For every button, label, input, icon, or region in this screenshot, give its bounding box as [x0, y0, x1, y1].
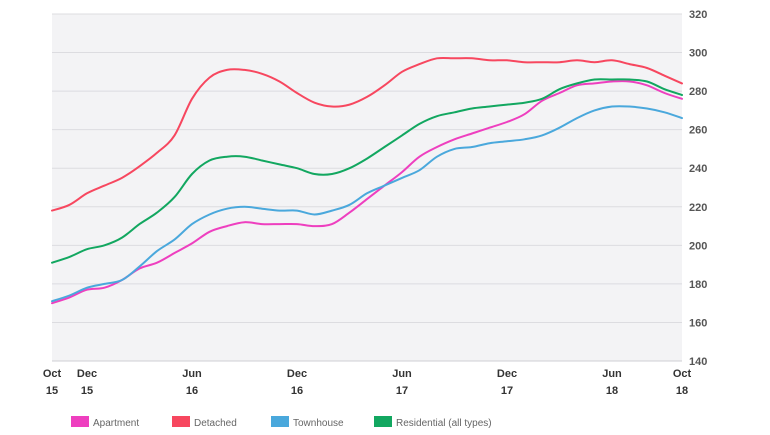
x-tick-label-year: 18 — [676, 385, 688, 397]
legend-label: Apartment — [93, 418, 139, 429]
x-tick-label-month: Oct — [43, 368, 62, 380]
legend-item-apartment[interactable]: Apartment — [71, 416, 139, 429]
legend-swatch — [71, 416, 89, 427]
legend-label: Residential (all types) — [396, 418, 492, 429]
x-tick-label-month: Jun — [182, 368, 202, 380]
series-line-apartment — [51, 80, 683, 305]
x-axis-ticks: Oct 15 Dec 15 Jun 16 Dec 16 Jun 17 Dec 17 Jun 18 Oct 18 — [43, 368, 692, 397]
x-tick-label-month: Dec — [287, 368, 307, 380]
legend-item-residential-all-types[interactable]: Residential (all types) — [374, 416, 492, 429]
x-tick-label-month: Jun — [602, 368, 622, 380]
y-axis-ticks: 140 160 180 200 220 240 260 280 300 320 — [689, 9, 707, 368]
y-tick-label: 300 — [689, 48, 707, 60]
y-tick-label: 260 — [689, 125, 707, 137]
series-line-detached — [51, 56, 683, 212]
x-tick-label-year: 15 — [46, 385, 58, 397]
y-tick-label: 140 — [689, 356, 707, 368]
x-tick-label-year: 16 — [291, 385, 303, 397]
x-tick-label-month: Dec — [77, 368, 97, 380]
legend-swatch — [172, 416, 190, 427]
x-tick-label-year: 18 — [606, 385, 618, 397]
legend[interactable]: Apartment Detached Townhouse Residential (a… — [71, 416, 492, 429]
legend-item-detached[interactable]: Detached — [172, 416, 237, 429]
gridlines — [52, 13, 682, 323]
y-tick-label: 320 — [689, 9, 707, 21]
legend-swatch — [374, 416, 392, 427]
x-tick-label-year: 17 — [396, 385, 408, 397]
y-tick-label: 160 — [689, 317, 707, 329]
x-tick-label-month: Jun — [392, 368, 412, 380]
x-tick-label-month: Dec — [497, 368, 517, 380]
legend-swatch — [271, 416, 289, 427]
legend-label: Detached — [194, 418, 237, 429]
y-tick-label: 240 — [689, 163, 707, 175]
series-line-townhouse — [51, 105, 683, 303]
y-tick-label: 180 — [689, 279, 707, 291]
x-tick-label-year: 15 — [81, 385, 93, 397]
y-tick-label: 200 — [689, 240, 707, 252]
plot-area — [52, 14, 682, 361]
x-tick-label-year: 17 — [501, 385, 513, 397]
x-tick-label-year: 16 — [186, 385, 198, 397]
x-tick-label-month: Oct — [673, 368, 692, 380]
series-line-residential-all-types — [51, 78, 683, 264]
y-tick-label: 220 — [689, 202, 707, 214]
y-tick-label: 280 — [689, 86, 707, 98]
legend-label: Townhouse — [293, 418, 344, 429]
legend-item-townhouse[interactable]: Townhouse — [271, 416, 344, 429]
series-lines — [51, 56, 683, 305]
